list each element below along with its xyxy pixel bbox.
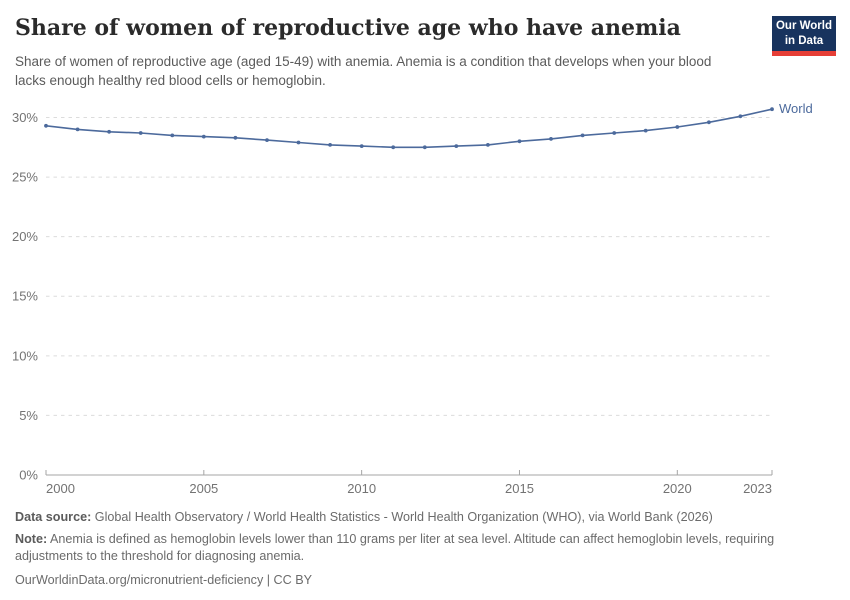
y-axis-label-5: 5% (19, 408, 38, 423)
owid-logo-line1: Our World (775, 20, 832, 33)
data-source-label: Data source: (15, 510, 92, 524)
data-point-2018 (612, 131, 617, 135)
x-axis-label-2015: 2015 (505, 481, 534, 496)
data-source-line: Data source: Global Health Observatory /… (15, 509, 839, 526)
owid-logo-line2: in Data (784, 34, 824, 47)
x-axis-label-2010: 2010 (347, 481, 376, 496)
data-point-2016 (549, 137, 553, 141)
series-line-world (45, 108, 773, 149)
data-source-text: Global Health Observatory / World Health… (94, 510, 713, 524)
data-point-2005 (201, 134, 206, 139)
data-point-2013 (454, 144, 459, 149)
note-line: Note: Anemia is defined as hemoglobin le… (15, 531, 839, 565)
data-point-2010 (359, 144, 364, 149)
x-axis-label-2005: 2005 (189, 481, 218, 496)
data-point-2011 (391, 145, 396, 150)
y-axis-label-15: 15% (12, 289, 38, 304)
data-point-2012 (422, 145, 427, 150)
x-axis-label-2020: 2020 (663, 481, 692, 496)
y-axis-label-25: 25% (12, 170, 38, 185)
data-point-2014 (486, 143, 490, 147)
data-point-2023 (770, 107, 774, 112)
data-point-2001 (75, 127, 80, 132)
line-chart-canvas[interactable]: 0% 5% 10% 15% 20% 25% 30% 2000 2005 2010 2015 2020 2… (0, 0, 850, 505)
chart-subtitle: Share of women of reproductive age (aged… (15, 54, 712, 89)
data-point-2022 (738, 114, 743, 119)
y-axis-label-0: 0% (19, 468, 38, 483)
data-point-2015 (517, 139, 522, 144)
data-point-2004 (170, 133, 175, 138)
y-axis-label-30: 30% (12, 110, 38, 125)
data-point-2007 (265, 138, 269, 143)
citation-link[interactable]: OurWorldinData.org/micronutrient-deficie… (15, 572, 312, 587)
data-point-2006 (233, 135, 238, 140)
y-axis-label-20: 20% (12, 229, 38, 244)
series-label-world[interactable]: World (779, 101, 813, 116)
data-point-2002 (107, 129, 111, 134)
note-label: Note: (15, 531, 48, 546)
data-point-2017 (580, 133, 585, 138)
data-point-2000 (44, 123, 48, 128)
page-title: Share of women of reproductive age who h… (15, 15, 681, 41)
data-point-2019 (643, 128, 648, 133)
x-axis-label-2023: 2023 (743, 481, 772, 496)
owid-logo[interactable]: Our World in Data (772, 16, 836, 56)
data-point-2003 (138, 131, 143, 135)
data-point-2021 (707, 120, 711, 125)
x-axis-label-2000: 2000 (46, 481, 75, 496)
chart-footer: Data source: Global Health Observatory /… (15, 509, 839, 589)
note-text: Anemia is defined as hemoglobin levels l… (15, 531, 775, 563)
y-axis-label-10: 10% (12, 348, 38, 363)
data-point-2020 (675, 125, 680, 129)
data-point-2008 (296, 140, 301, 145)
data-point-2009 (328, 143, 332, 147)
